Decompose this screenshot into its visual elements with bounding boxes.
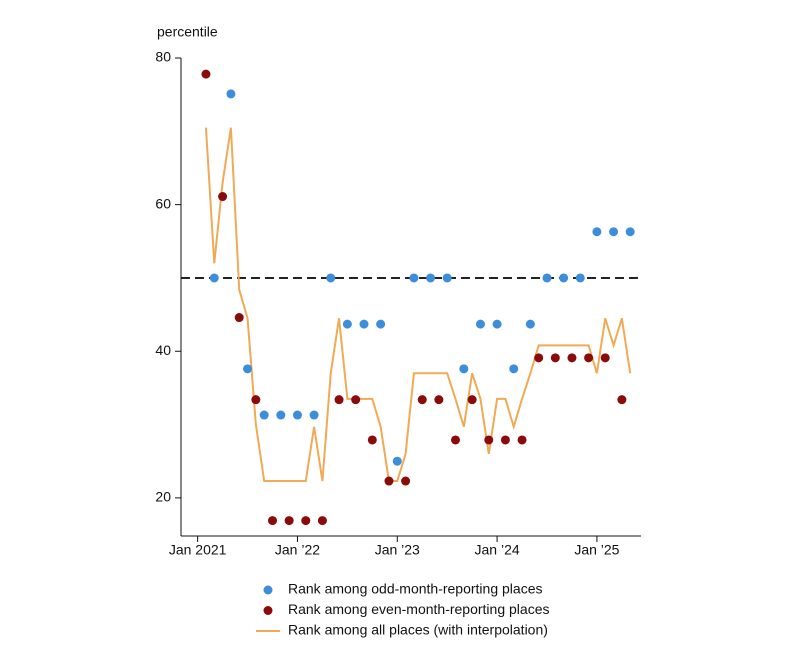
- legend-swatch: [263, 606, 273, 615]
- point: [243, 364, 253, 374]
- point: [459, 364, 469, 374]
- point: [525, 319, 535, 329]
- point: [251, 395, 261, 405]
- point: [317, 516, 327, 526]
- point: [367, 435, 377, 445]
- series-line: [204, 127, 632, 483]
- x-tick-label: Jan 2021: [169, 542, 227, 558]
- point: [567, 353, 577, 363]
- point: [259, 410, 269, 420]
- point: [276, 410, 286, 420]
- point: [234, 313, 244, 323]
- point: [451, 435, 461, 445]
- point: [617, 395, 627, 405]
- point: [575, 273, 585, 283]
- y-tick-label: 20: [155, 489, 171, 505]
- point: [201, 69, 211, 79]
- point: [542, 273, 552, 283]
- point: [268, 516, 278, 526]
- point: [309, 410, 319, 420]
- point: [492, 319, 502, 329]
- point: [392, 456, 402, 466]
- legend-swatch: [263, 585, 273, 595]
- x-tick-label: Jan ’24: [475, 542, 520, 558]
- point: [326, 273, 336, 283]
- point: [209, 273, 219, 283]
- y-tick-label: 40: [155, 342, 171, 358]
- point: [592, 227, 602, 237]
- point: [442, 273, 452, 283]
- point: [434, 395, 444, 405]
- point: [475, 319, 485, 329]
- point: [301, 516, 311, 526]
- y-tick-label: 60: [155, 195, 171, 211]
- point: [625, 227, 635, 237]
- legend-label: Rank among even-month-reporting places: [288, 601, 549, 617]
- legend-label: Rank among odd-month-reporting places: [288, 581, 542, 597]
- point: [426, 273, 436, 283]
- point: [559, 273, 569, 283]
- point: [517, 435, 527, 445]
- point: [401, 476, 411, 486]
- point: [351, 395, 361, 405]
- point: [359, 319, 369, 329]
- point: [409, 273, 419, 283]
- point: [226, 89, 236, 99]
- x-tick-label: Jan ’22: [275, 542, 320, 558]
- point: [467, 395, 477, 405]
- point: [417, 395, 427, 405]
- point: [534, 353, 544, 363]
- point: [292, 410, 302, 420]
- x-tick-label: Jan ’23: [375, 542, 420, 558]
- point: [584, 353, 594, 363]
- x-tick-label: Jan ’25: [574, 542, 619, 558]
- point: [550, 353, 560, 363]
- point: [484, 435, 494, 445]
- point: [334, 395, 344, 405]
- point: [500, 435, 510, 445]
- point: [600, 353, 610, 363]
- point: [384, 476, 394, 486]
- point: [284, 516, 294, 526]
- point: [509, 364, 519, 374]
- point: [342, 319, 352, 329]
- point: [609, 227, 619, 237]
- point: [376, 319, 386, 329]
- point: [218, 192, 228, 202]
- y-axis-label: percentile: [157, 24, 218, 40]
- y-tick-label: 80: [155, 49, 171, 65]
- legend-label: Rank among all places (with interpolatio…: [288, 622, 548, 638]
